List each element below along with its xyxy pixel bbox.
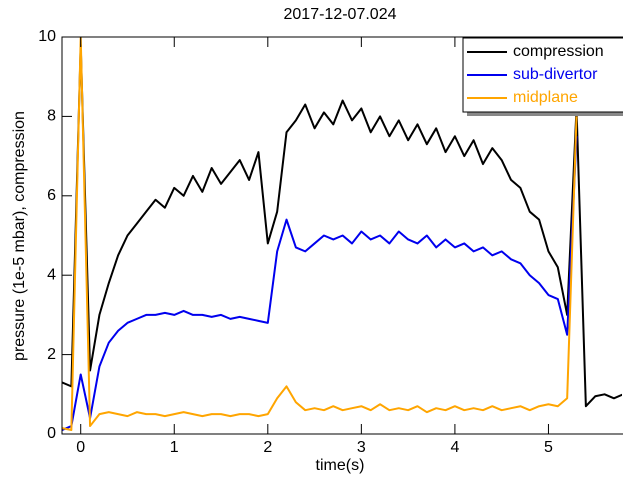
y-tick-label: 0 [47, 425, 56, 442]
plot-area [62, 37, 622, 432]
y-tick-label: 2 [47, 346, 56, 363]
x-tick-label: 3 [357, 439, 366, 456]
x-tick-label: 0 [76, 439, 85, 456]
x-tick-label: 5 [544, 439, 553, 456]
y-tick-label: 8 [47, 108, 56, 125]
axes-frame [61, 36, 623, 435]
y-tick-label: 6 [47, 187, 56, 204]
legend-label: midplane [513, 89, 578, 106]
x-tick-label: 1 [170, 439, 179, 456]
y-tick-label: 4 [47, 266, 56, 283]
x-axis-label: time(s) [316, 457, 365, 474]
x-tick-label: 2 [263, 439, 272, 456]
series-line [62, 136, 578, 431]
y-axis-label: pressure (1e-5 mbar), compression [11, 111, 28, 361]
chart-title: 2017-12-07.024 [284, 6, 397, 23]
legend-label: sub-divertor [513, 66, 598, 83]
legend-label: compression [513, 43, 604, 60]
y-tick-label: 10 [38, 28, 56, 45]
series-line [62, 43, 622, 408]
x-tick-label: 4 [450, 439, 459, 456]
series-line [62, 37, 578, 432]
